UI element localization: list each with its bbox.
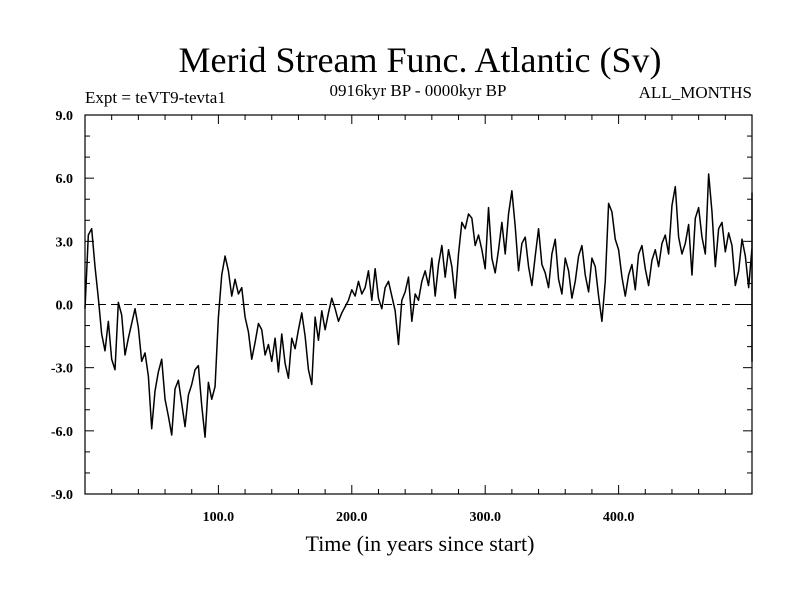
y-tick-label: -6.0: [51, 425, 73, 440]
period-label: 0916kyr BP - 0000kyr BP: [330, 81, 507, 100]
x-tick-label: 100.0: [203, 510, 235, 525]
x-axis-label: Time (in years since start): [306, 531, 535, 556]
series-line: [84, 173, 753, 438]
tick-labels: 9.0 6.0 3.0 0.0 -3.0 -6.0 -9.0 100.0 200.0 300.0 4…: [51, 109, 635, 525]
y-tick-label: -9.0: [51, 488, 73, 503]
x-tick-label: 200.0: [336, 510, 368, 525]
y-tick-label: -3.0: [51, 362, 73, 377]
x-tick-label: 400.0: [603, 510, 635, 525]
y-tick-label: 9.0: [56, 109, 74, 124]
x-tick-label: 300.0: [469, 510, 501, 525]
chart-title: Merid Stream Func. Atlantic (Sv): [179, 40, 662, 80]
months-label: ALL_MONTHS: [639, 83, 752, 102]
y-tick-label: 6.0: [56, 172, 74, 187]
y-tick-label: 0.0: [56, 299, 74, 314]
y-tick-label: 3.0: [56, 235, 74, 250]
expt-label: Expt = teVT9-tevta1: [85, 88, 226, 107]
